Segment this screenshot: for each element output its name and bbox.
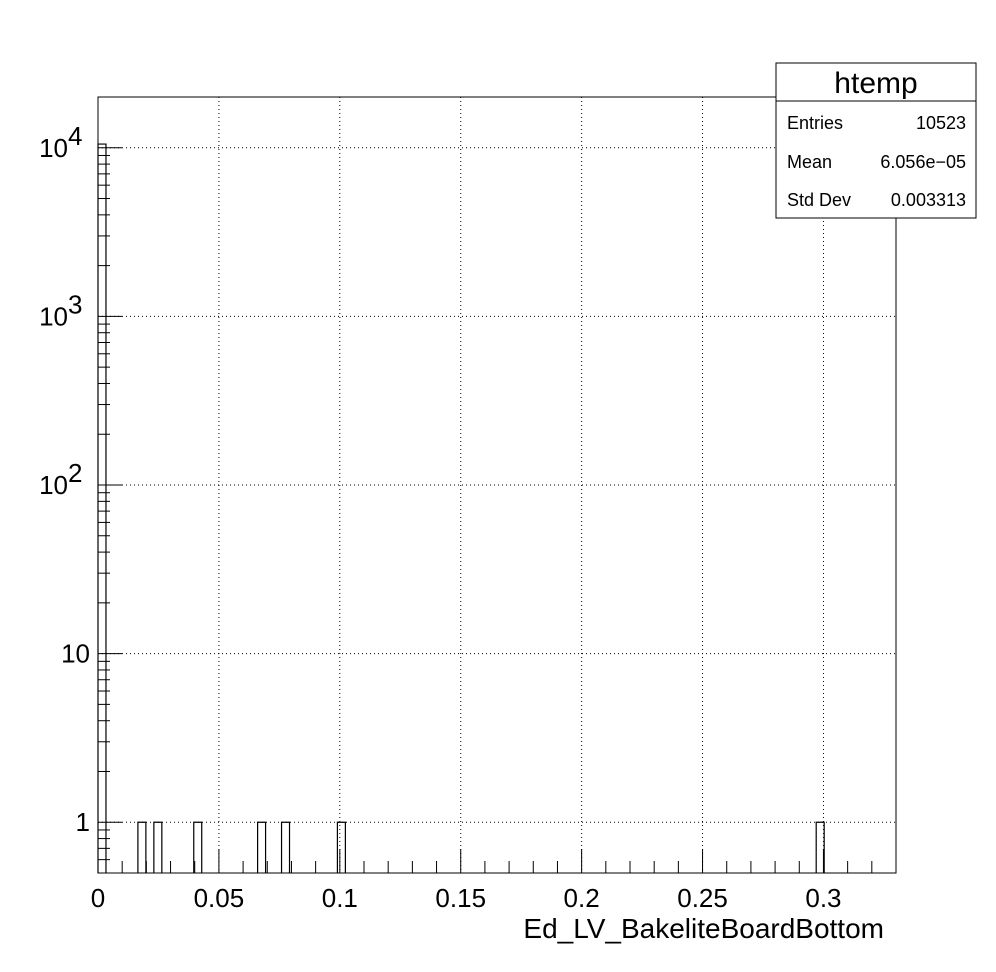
x-tick-label: 0.05 [194, 883, 245, 913]
x-tick-label: 0.25 [677, 883, 728, 913]
stats-entries-label: Entries [787, 113, 843, 133]
stats-box: htemp Entries 10523 Mean 6.056e−05 Std D… [775, 62, 977, 219]
histogram-bin [97, 143, 107, 873]
stats-entries-value: 10523 [916, 113, 966, 133]
histogram-bin [815, 821, 825, 873]
y-tick-exponent: 2 [68, 458, 82, 488]
x-tick-label: 0.15 [435, 883, 486, 913]
histogram-bin [280, 821, 291, 873]
y-tick-label: 1 [76, 807, 90, 837]
y-tick-label: 10 [39, 133, 68, 163]
x-tick-label: 0.1 [322, 883, 358, 913]
stats-box-frame [775, 62, 977, 219]
y-tick-label: 10 [61, 639, 90, 669]
y-tick-exponent: 4 [68, 121, 82, 151]
y-tick-label: 10 [39, 301, 68, 331]
stats-title: htemp [834, 67, 917, 100]
stats-mean-label: Mean [787, 152, 832, 172]
stats-stddev-value: 0.003313 [891, 190, 966, 210]
y-tick-label: 10 [39, 470, 68, 500]
grid-lines [98, 97, 896, 873]
x-tick-label: 0.2 [564, 883, 600, 913]
x-tick-label: 0.3 [805, 883, 841, 913]
histogram-bin [137, 821, 147, 873]
stats-stddev-label: Std Dev [787, 190, 851, 210]
histogram-bin [336, 821, 346, 873]
histogram-bin [153, 821, 163, 873]
histogram-bin [257, 821, 267, 873]
axis-ticks [97, 96, 873, 874]
histogram-bin [193, 821, 203, 873]
x-tick-label: 0 [91, 883, 105, 913]
stats-mean-value: 6.056e−05 [880, 152, 966, 172]
x-axis-title: Ed_LV_BakeliteBoardBottom [523, 913, 884, 944]
y-tick-exponent: 3 [68, 289, 82, 319]
